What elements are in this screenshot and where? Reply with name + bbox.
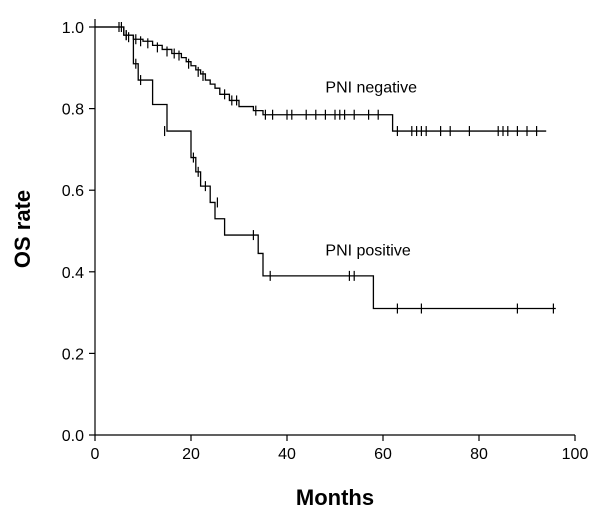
y-axis-ticks: 0.0 0.2 0.4 0.6 0.8 1.0 [62, 20, 95, 445]
x-tick-label: 60 [374, 446, 392, 463]
y-tick-label: 0.0 [62, 428, 84, 445]
annotation-label: PNI negative [325, 79, 417, 96]
x-axis-ticks: 0 20 40 60 80 100 [91, 435, 589, 463]
y-tick-label: 0.4 [62, 265, 84, 282]
y-tick-label: 0.2 [62, 346, 84, 363]
x-tick-label: 0 [91, 446, 100, 463]
x-tick-label: 80 [470, 446, 488, 463]
survival-curves [95, 26, 556, 310]
x-tick-label: 100 [562, 446, 589, 463]
annotation-label: PNI positive [325, 242, 410, 259]
y-axis-title: OS rate [10, 190, 35, 268]
plot-area: 0 20 40 60 80 100 0.0 0.2 0.4 0.6 0.8 1.0 PNI nega… [62, 19, 589, 463]
x-tick-label: 20 [182, 446, 200, 463]
censor-marks [118, 22, 555, 314]
annotations: PNI negative PNI positive [325, 79, 417, 259]
x-axis-title: Months [296, 485, 374, 510]
y-tick-label: 0.8 [62, 102, 84, 119]
y-tick-label: 0.6 [62, 183, 84, 200]
y-tick-label: 1.0 [62, 20, 84, 37]
x-tick-label: 40 [278, 446, 296, 463]
series-line-pni-positive [95, 26, 556, 310]
series-line-pni-negative [95, 26, 547, 132]
